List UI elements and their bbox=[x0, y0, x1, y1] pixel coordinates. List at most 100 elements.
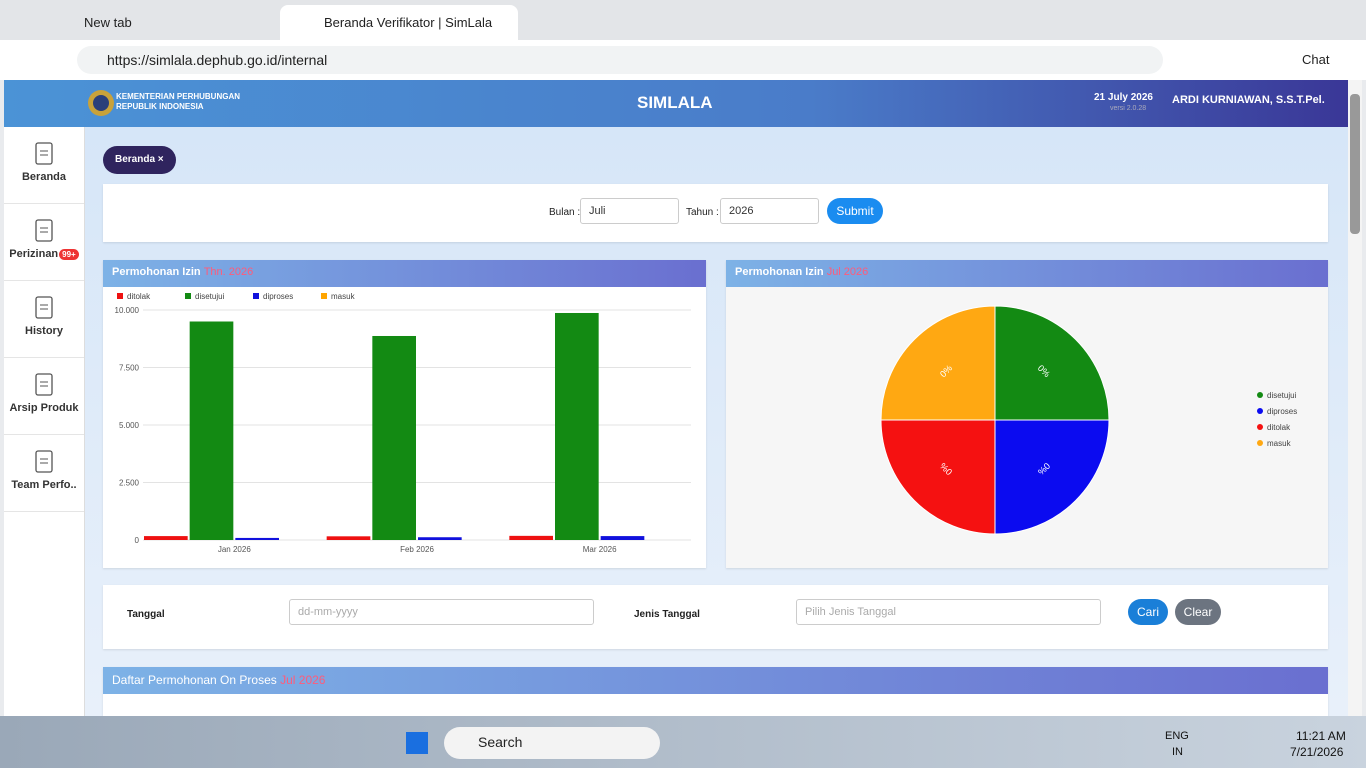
app-title: SIMLALA bbox=[637, 93, 713, 112]
tab[interactable]: New tab bbox=[84, 15, 132, 30]
legend-swatch bbox=[117, 293, 123, 299]
user[interactable]: ARDI KURNIAWAN, S.S.T.Pel. bbox=[1172, 94, 1325, 106]
legend-swatch bbox=[253, 293, 259, 299]
label: Bulan : bbox=[549, 207, 581, 218]
breadcrumb: Beranda bbox=[115, 154, 156, 165]
nav-icon bbox=[35, 219, 53, 242]
lang[interactable]: ENG bbox=[1165, 730, 1189, 742]
legend-label: diproses bbox=[263, 292, 293, 301]
org-line: REPUBLIK INDONESIA bbox=[116, 102, 204, 111]
pie-slice bbox=[880, 305, 996, 421]
bar bbox=[144, 536, 188, 540]
panel-period: Thn. 2026 bbox=[203, 266, 254, 278]
bar bbox=[189, 321, 234, 540]
month-select[interactable]: Juli bbox=[580, 198, 679, 224]
legend-label: diproses bbox=[1267, 407, 1297, 416]
y-tick-label: 2.500 bbox=[119, 479, 140, 488]
nav-label: Arsip Produk bbox=[9, 402, 79, 414]
filter-card: Bulan : Juli Tahun : 2026 Submit bbox=[103, 184, 1328, 242]
bar bbox=[326, 536, 371, 540]
type-select[interactable]: Pilih Jenis Tanggal bbox=[796, 599, 1101, 625]
clock-date[interactable]: 7/21/2026 bbox=[1290, 745, 1344, 759]
chat-button[interactable]: Chat bbox=[1302, 52, 1330, 67]
badge: 99+ bbox=[59, 249, 79, 260]
legend-label: masuk bbox=[1267, 439, 1292, 448]
year-select[interactable]: 2026 bbox=[720, 198, 819, 224]
legend-label: masuk bbox=[331, 292, 356, 301]
sidebar: Beranda Perizinan 99+ History Arsip Produk Te… bbox=[4, 127, 85, 716]
clear-button[interactable]: Clear bbox=[1175, 599, 1221, 625]
nav-label: History bbox=[25, 325, 63, 337]
nav-item[interactable]: History bbox=[4, 281, 84, 358]
label: Tanggal bbox=[127, 609, 165, 620]
nav-item[interactable]: Team Perfo.. bbox=[4, 435, 84, 512]
nav-label: Beranda bbox=[21, 171, 67, 183]
nav-icon bbox=[35, 450, 53, 473]
search-button[interactable]: Cari bbox=[1128, 599, 1168, 625]
x-tick-label: Mar 2026 bbox=[583, 545, 617, 554]
pie-slice bbox=[994, 419, 1110, 535]
legend-swatch bbox=[1257, 440, 1263, 446]
legend-swatch bbox=[321, 293, 327, 299]
logo bbox=[88, 90, 114, 116]
panel-period: Jul 2026 bbox=[280, 673, 326, 687]
search-card: Tanggal dd-mm-yyyy Jenis Tanggal Pilih J… bbox=[103, 585, 1328, 649]
nav-icon bbox=[35, 142, 53, 165]
address[interactable]: https://simlala.dephub.go.id/internal bbox=[77, 46, 1163, 74]
panel-title: Daftar Permohonan On Proses bbox=[112, 673, 277, 687]
app-header: KEMENTERIAN PERHUBUNGAN REPUBLIK INDONES… bbox=[4, 80, 1348, 127]
label: Jenis Tanggal bbox=[634, 609, 700, 620]
taskbar: Search ENG IN 11:21 AM 7/21/2026 bbox=[0, 716, 1366, 768]
nav-item[interactable]: Perizinan 99+ bbox=[4, 204, 84, 281]
legend-label: disetujui bbox=[195, 292, 225, 301]
legend-label: ditolak bbox=[1267, 423, 1291, 432]
breadcrumb-tab[interactable]: Beranda × bbox=[103, 146, 176, 174]
clock[interactable]: 11:21 AM bbox=[1296, 729, 1346, 743]
date: 21 July 2026 bbox=[1094, 92, 1153, 103]
y-tick-label: 7.500 bbox=[119, 364, 140, 373]
panel-header: Daftar Permohonan On Proses Jul 2026 bbox=[103, 667, 1328, 694]
scrollbar bbox=[1348, 80, 1362, 716]
nav-item[interactable]: Arsip Produk bbox=[4, 358, 84, 435]
panel-title: Permohonan Izin bbox=[112, 266, 201, 278]
legend-swatch bbox=[1257, 392, 1263, 398]
legend-label: ditolak bbox=[127, 292, 151, 301]
active-tab[interactable]: Beranda Verifikator | SimLala bbox=[280, 5, 518, 40]
date-input[interactable]: dd-mm-yyyy bbox=[289, 599, 594, 625]
pie-slice bbox=[994, 305, 1110, 421]
panel-header: Permohonan Izin Thn. 2026 bbox=[103, 260, 706, 287]
bar bbox=[509, 535, 553, 540]
nav-label: Team Perfo.. bbox=[11, 479, 77, 491]
submit-button[interactable]: Submit bbox=[827, 198, 883, 224]
bar bbox=[235, 537, 279, 540]
panel-title: Permohonan Izin bbox=[735, 266, 824, 278]
legend-swatch bbox=[1257, 408, 1263, 414]
search-box[interactable]: Search bbox=[444, 727, 660, 759]
x-tick-label: Jan 2026 bbox=[218, 545, 251, 554]
y-tick-label: 10.000 bbox=[115, 306, 140, 315]
nav-icon bbox=[35, 296, 53, 319]
bar bbox=[555, 312, 599, 540]
x-tick-label: Feb 2026 bbox=[400, 545, 434, 554]
nav-icon bbox=[35, 373, 53, 396]
version: versi 2.0.28 bbox=[1110, 105, 1147, 112]
nav-label: Perizinan bbox=[9, 248, 59, 260]
pie-slice bbox=[880, 419, 996, 535]
legend-swatch bbox=[1257, 424, 1263, 430]
panel-period: Jul 2026 bbox=[826, 266, 869, 278]
bar bbox=[418, 537, 462, 540]
legend-swatch bbox=[185, 293, 191, 299]
bar-panel: Permohonan Izin Thn. 2026 0 2.500 5.000 7.5… bbox=[103, 260, 706, 568]
panel-header: Permohonan Izin Jul 2026 bbox=[726, 260, 1328, 287]
lang[interactable]: IN bbox=[1172, 746, 1183, 758]
content: Beranda × Bulan : Juli Tahun : 2026 Subm… bbox=[85, 127, 1348, 727]
pie-panel: Permohonan Izin Jul 2026 0% disetujui 0% di… bbox=[726, 260, 1328, 568]
start[interactable] bbox=[406, 732, 428, 754]
bar-chart: 0 2.500 5.000 7.500 10.000 ditolak disetujui di… bbox=[115, 292, 691, 554]
y-tick-label: 0 bbox=[135, 536, 140, 545]
y-tick-label: 5.000 bbox=[119, 421, 140, 430]
nav-item[interactable]: Beranda bbox=[4, 127, 84, 204]
label: Tahun : bbox=[686, 207, 719, 218]
bar bbox=[600, 536, 645, 540]
